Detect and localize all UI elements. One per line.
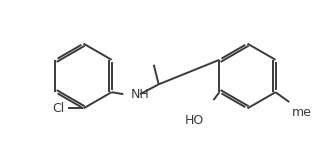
- Text: NH: NH: [131, 88, 150, 101]
- Text: HO: HO: [184, 114, 204, 127]
- Text: me: me: [292, 106, 312, 119]
- Text: Cl: Cl: [52, 102, 65, 115]
